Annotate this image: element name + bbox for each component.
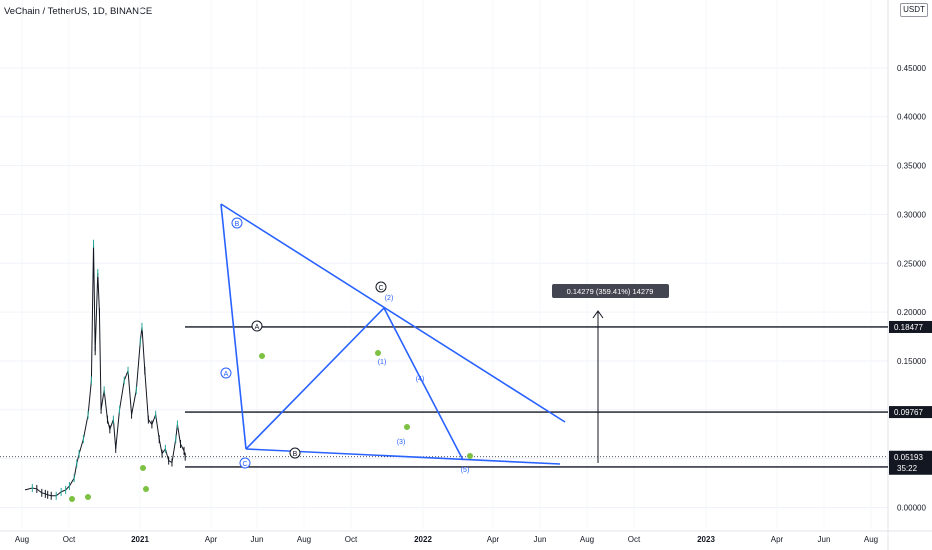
signal-marker [375, 350, 381, 356]
x-tick-label: 2022 [414, 535, 432, 544]
y-tick-label: 0.00000 [897, 504, 926, 513]
wave-label: A [255, 324, 260, 331]
level-price-tag [889, 406, 932, 419]
level-price-tag [889, 320, 932, 333]
x-tick-label: Apr [771, 535, 784, 544]
trendline [220, 203, 566, 423]
y-tick-label: 0.25000 [897, 259, 926, 268]
wave-label: B [293, 451, 298, 458]
y-tick-label: 0.45000 [897, 64, 926, 73]
wave-label-circle [220, 367, 232, 379]
y-tick-label: 0.20000 [897, 308, 926, 317]
currency-badge[interactable]: USDT [900, 3, 928, 17]
measure-arrowhead [592, 310, 604, 319]
x-tick-label: Aug [580, 535, 594, 544]
y-tick-label: 0.15000 [897, 357, 926, 366]
x-tick-label: Oct [63, 535, 76, 544]
wave-label: (5) [461, 467, 470, 474]
x-tick-label: Oct [345, 535, 358, 544]
x-tick-label: Aug [864, 535, 878, 544]
wave-label: (4) [416, 376, 425, 383]
x-tick-label: Apr [487, 535, 500, 544]
wave-label: C [242, 461, 247, 468]
wave-label: A [224, 371, 229, 378]
x-tick-label: 2023 [697, 535, 715, 544]
signal-marker [404, 424, 410, 430]
wave-label: (2) [385, 295, 394, 302]
measure-tooltip [552, 284, 669, 298]
x-tick-label: Apr [205, 535, 218, 544]
signal-marker [143, 486, 149, 492]
x-tick-label: 2021 [131, 535, 149, 544]
countdown-label: 35:22 [897, 464, 918, 473]
signal-marker [69, 496, 75, 502]
level-price-label: 0.18477 [894, 323, 923, 332]
y-tick-label: 0.35000 [897, 162, 926, 171]
y-tick-label: 0.30000 [897, 210, 926, 219]
x-tick-label: Jun [534, 535, 547, 544]
last-price-tag [889, 450, 932, 475]
signal-marker [140, 465, 146, 471]
signal-marker [259, 353, 265, 359]
wave-label-circle [375, 281, 387, 293]
wave-label-circle [289, 447, 301, 459]
x-tick-label: Jun [251, 535, 264, 544]
x-tick-label: Oct [628, 535, 641, 544]
last-price-label: 0.05193 [894, 453, 923, 462]
level-price-label: 0.09767 [894, 408, 923, 417]
y-tick-label: 0.40000 [897, 113, 926, 122]
wave-label: (3) [397, 439, 406, 446]
wave-label: B [235, 221, 240, 228]
signal-marker [467, 453, 473, 459]
wave-label-circle [239, 457, 251, 469]
wave-label: C [378, 285, 383, 292]
wave-label: (1) [378, 359, 387, 366]
chart-title: VeChain / TetherUS, 1D, BINANCE [4, 6, 153, 17]
wave-label-circle [251, 320, 263, 332]
trendline [383, 307, 464, 461]
trendline [220, 203, 247, 450]
x-tick-label: Aug [15, 535, 29, 544]
x-tick-label: Jun [818, 535, 831, 544]
trendline [245, 307, 385, 450]
price-series-line [24, 243, 186, 497]
signal-marker [85, 494, 91, 500]
measure-tooltip-text: 0.14279 (359.41%) 14279 [567, 287, 654, 296]
wave-label-circle [231, 217, 243, 229]
x-tick-label: Aug [297, 535, 311, 544]
